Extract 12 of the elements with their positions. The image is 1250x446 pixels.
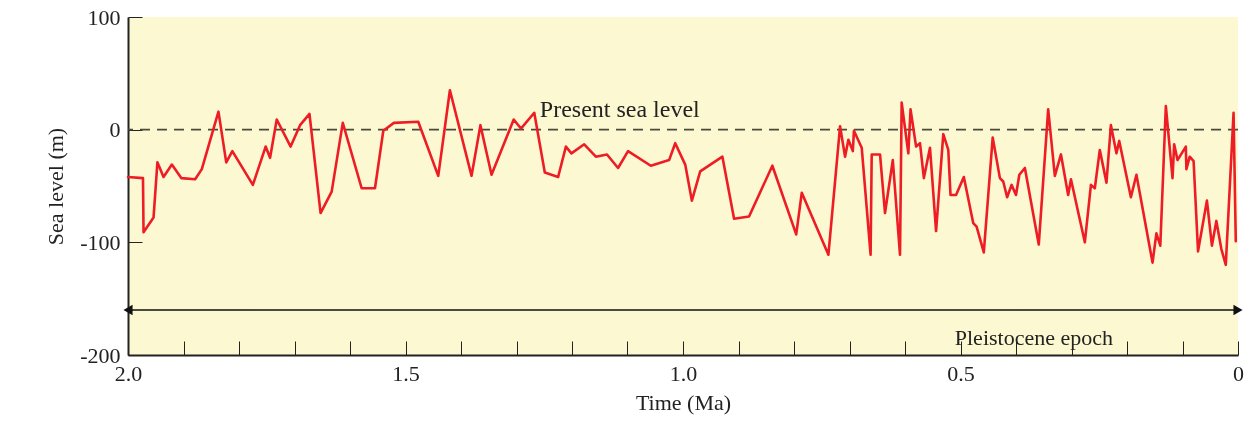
ref-line-label: Present sea level — [539, 95, 701, 122]
line-series — [126, 88, 1238, 267]
x-tick-label: 1.5 — [392, 360, 420, 386]
x-axis-title: Time (Ma) — [635, 389, 732, 415]
x-tick-label: 0 — [1233, 360, 1244, 386]
x-tick-label: 1.0 — [669, 360, 698, 386]
x-tick-label: 0.5 — [947, 360, 975, 386]
series-label: Pleistocene epoch — [954, 324, 1113, 350]
y-tick-label: 100 — [87, 4, 121, 30]
y-tick-label: 0 — [109, 117, 121, 143]
y-axis-title: Sea level (m) — [43, 127, 69, 246]
y-tick-label: -100 — [80, 229, 121, 255]
